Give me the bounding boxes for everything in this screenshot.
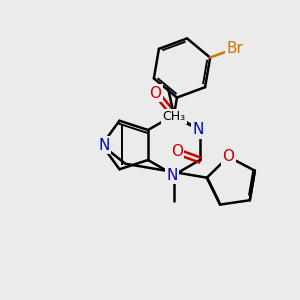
Text: O: O bbox=[149, 85, 161, 100]
Text: CH₃: CH₃ bbox=[162, 110, 185, 123]
Text: N: N bbox=[166, 167, 178, 182]
Text: O: O bbox=[222, 149, 234, 164]
Text: Br: Br bbox=[226, 41, 243, 56]
Text: N: N bbox=[98, 137, 110, 152]
Text: N: N bbox=[192, 122, 204, 137]
Text: O: O bbox=[171, 145, 183, 160]
